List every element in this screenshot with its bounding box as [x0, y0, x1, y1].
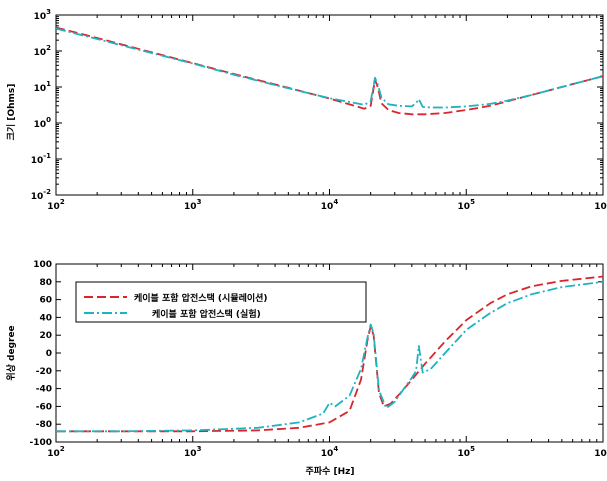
phase-x-axis-label: 주파수 [Hz] — [306, 465, 355, 477]
series-line-0 — [55, 26, 604, 116]
phase-series — [56, 275, 604, 433]
y-tick-label: 10-1 — [31, 152, 51, 166]
series-line-1 — [56, 280, 604, 433]
phase-ticks — [55, 263, 604, 443]
phase-x-tick-labels: 102 103 104 105 106 — [47, 445, 607, 459]
y-tick-label: -100 — [29, 438, 52, 448]
y-tick-label: 40 — [39, 313, 52, 323]
y-tick-label: -20 — [36, 367, 52, 377]
legend-label-simulation: 케이블 포함 압전스택 (시뮬레이션) — [134, 292, 268, 304]
magnitude-plot: 10-2 10-1 100 101 102 103 102 103 104 105 106 크기 … — [5, 8, 607, 212]
y-tick-label: 10-2 — [31, 188, 51, 202]
x-tick-label: 106 — [594, 198, 607, 212]
magnitude-y-tick-labels: 10-2 10-1 100 101 102 103 — [31, 8, 51, 202]
x-tick-label: 105 — [458, 445, 476, 459]
y-tick-label: 102 — [34, 44, 52, 58]
y-tick-label: 100 — [34, 116, 52, 130]
x-tick-label: 102 — [47, 445, 65, 459]
legend: 케이블 포함 압전스택 (시뮬레이션) 케이블 포함 압전스택 (실험) — [75, 281, 367, 323]
magnitude-plot-frame — [55, 14, 604, 196]
magnitude-y-axis-label: 크기 [Ohms] — [5, 84, 17, 141]
x-tick-label: 106 — [594, 445, 607, 459]
x-tick-label: 103 — [184, 198, 202, 212]
phase-y-tick-labels: -100 -80 -60 -40 -20 0 20 40 60 80 100 — [29, 260, 52, 448]
magnitude-x-tick-labels: 102 103 104 105 106 — [47, 198, 607, 212]
phase-y-axis-label: 위상 degree — [5, 325, 17, 380]
y-tick-label: -80 — [36, 420, 52, 430]
x-tick-label: 104 — [321, 445, 339, 459]
y-tick-label: 60 — [39, 296, 52, 306]
x-tick-label: 104 — [321, 198, 339, 212]
series-line-0 — [56, 275, 604, 433]
series-line-1 — [55, 27, 604, 109]
y-tick-label: 101 — [34, 80, 52, 94]
legend-box — [75, 281, 367, 323]
y-tick-label: 0 — [46, 349, 52, 359]
y-tick-label: 20 — [39, 331, 52, 341]
legend-label-experiment: 케이블 포함 압전스택 (실험) — [152, 308, 261, 320]
y-tick-label: 100 — [33, 260, 52, 270]
y-tick-label: 103 — [34, 8, 52, 22]
x-tick-label: 105 — [458, 198, 476, 212]
x-tick-label: 102 — [47, 198, 65, 212]
y-tick-label: -60 — [36, 402, 52, 412]
magnitude-ticks — [55, 14, 604, 196]
x-tick-label: 103 — [184, 445, 202, 459]
magnitude-series — [55, 26, 604, 116]
y-tick-label: -40 — [36, 385, 52, 395]
y-tick-label: 80 — [39, 278, 52, 288]
